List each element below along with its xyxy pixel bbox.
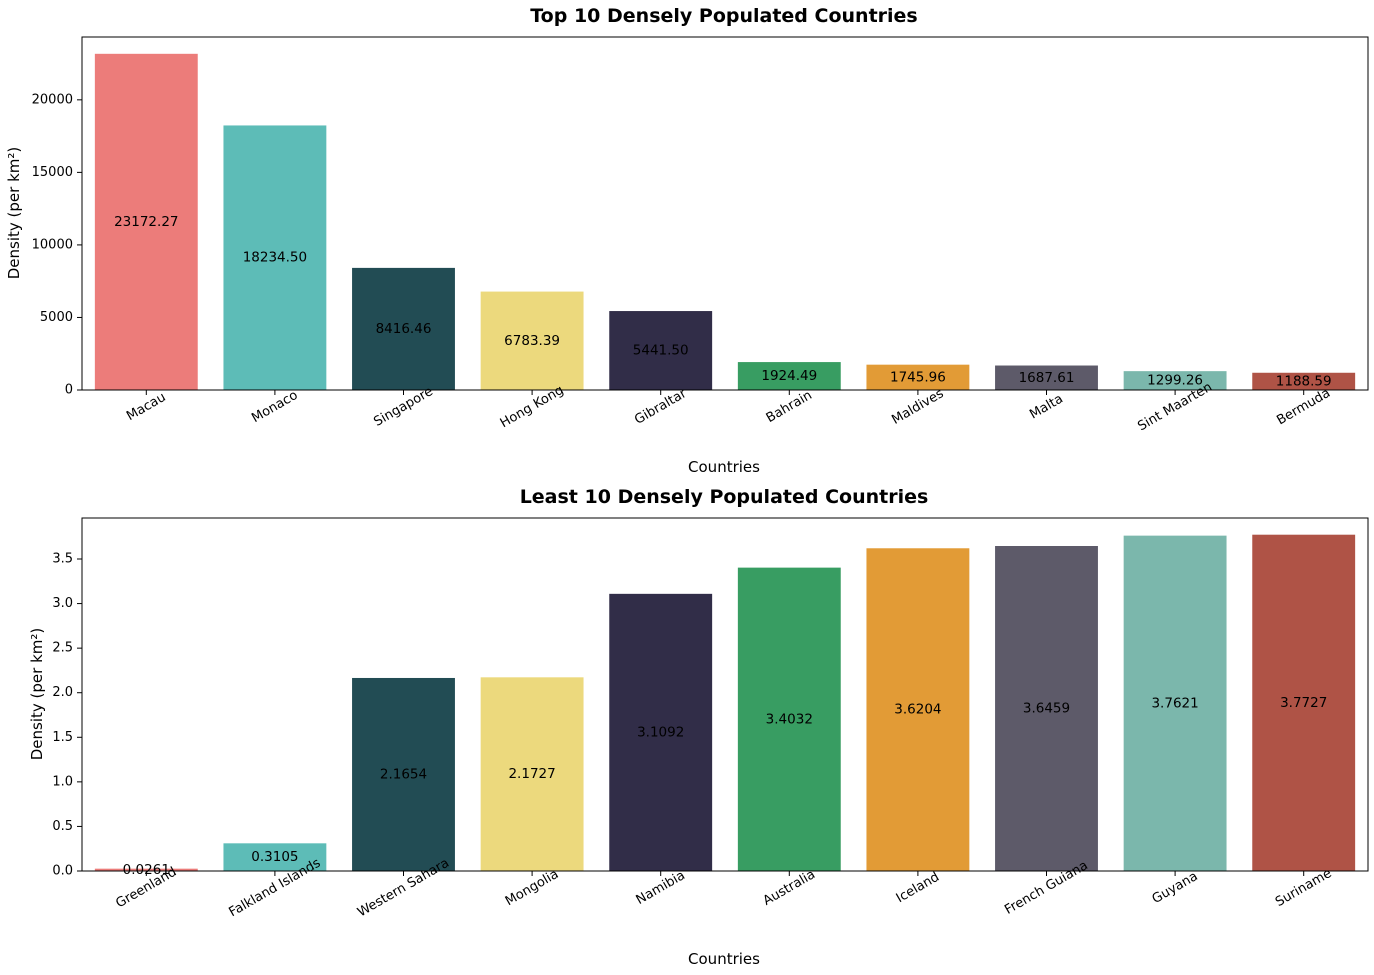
bar-value-label: 0.0261 — [123, 862, 170, 878]
bar-value-label: 23172.27 — [114, 214, 178, 230]
bar-value-label: 6783.39 — [504, 333, 560, 349]
bar-value-label: 2.1727 — [508, 766, 555, 782]
bar-value-label: 1687.61 — [1019, 370, 1075, 386]
bar-value-label: 2.1654 — [380, 766, 427, 782]
bar — [737, 362, 841, 390]
bar-value-label: 1188.59 — [1276, 373, 1332, 389]
bar-value-label: 3.6204 — [894, 702, 941, 718]
bar — [352, 677, 455, 871]
y-tick-label: 3.5 — [52, 552, 73, 567]
bar-value-label: 8416.46 — [376, 321, 432, 337]
bar-value-label: 3.4032 — [766, 711, 813, 727]
bar — [94, 53, 198, 391]
bar — [480, 291, 584, 390]
least-density-chart: Least 10 Densely Populated Countries Den… — [28, 486, 1369, 968]
y-tick-label: 2.0 — [52, 685, 73, 700]
x-tick-label: Malta — [1027, 392, 1066, 423]
bar-value-label: 1745.96 — [890, 369, 946, 385]
bar — [609, 311, 713, 390]
y-axis-label: Density (per km²) — [5, 147, 23, 280]
axes-frame — [81, 517, 1369, 872]
bar-value-label: 3.1092 — [637, 724, 684, 740]
bar — [995, 546, 1098, 871]
y-tick-label: 1.0 — [52, 774, 73, 789]
bar — [1252, 372, 1356, 390]
bar — [352, 267, 455, 390]
y-tick-label: 0 — [65, 383, 73, 398]
bar — [94, 868, 198, 871]
bar — [1123, 371, 1227, 390]
bar — [1252, 534, 1356, 871]
bar-value-label: 1924.49 — [761, 368, 817, 384]
bar-value-label: 5441.50 — [633, 343, 689, 359]
bar — [223, 843, 327, 871]
y-tick-label: 5000 — [40, 310, 73, 325]
chart-title: Least 10 Densely Populated Countries — [520, 486, 929, 508]
y-tick-label: 0.0 — [52, 864, 73, 879]
y-tick-label: 1.5 — [52, 730, 73, 745]
axes-frame — [81, 36, 1369, 391]
bar-value-label: 0.3105 — [251, 849, 298, 865]
x-axis-label: Countries — [688, 950, 760, 968]
y-tick-label: 10000 — [32, 237, 73, 252]
bar-value-label: 1299.26 — [1147, 373, 1203, 389]
bar — [223, 125, 327, 390]
bar — [866, 364, 970, 390]
bar-value-label: 18234.50 — [243, 250, 307, 266]
bar — [995, 365, 1098, 390]
y-tick-label: 20000 — [32, 92, 73, 107]
bar-value-label: 3.7621 — [1151, 695, 1198, 711]
y-tick-label: 2.5 — [52, 641, 73, 656]
bar — [866, 548, 970, 871]
x-axis-label: Countries — [688, 458, 760, 476]
x-tick-label: Macau — [124, 390, 168, 424]
y-tick-label: 0.5 — [52, 819, 73, 834]
y-tick-label: 3.0 — [52, 596, 73, 611]
y-axis-label: Density (per km²) — [28, 628, 46, 761]
bar — [609, 593, 713, 871]
top-density-chart: Top 10 Densely Populated Countries Densi… — [5, 5, 1369, 476]
bar — [1123, 535, 1227, 871]
y-tick-label: 15000 — [32, 165, 73, 180]
chart-title: Top 10 Densely Populated Countries — [530, 5, 918, 27]
bar-value-label: 3.6459 — [1023, 701, 1070, 717]
bar — [480, 677, 584, 871]
bar-value-label: 3.7727 — [1280, 695, 1327, 711]
bar — [737, 567, 841, 871]
